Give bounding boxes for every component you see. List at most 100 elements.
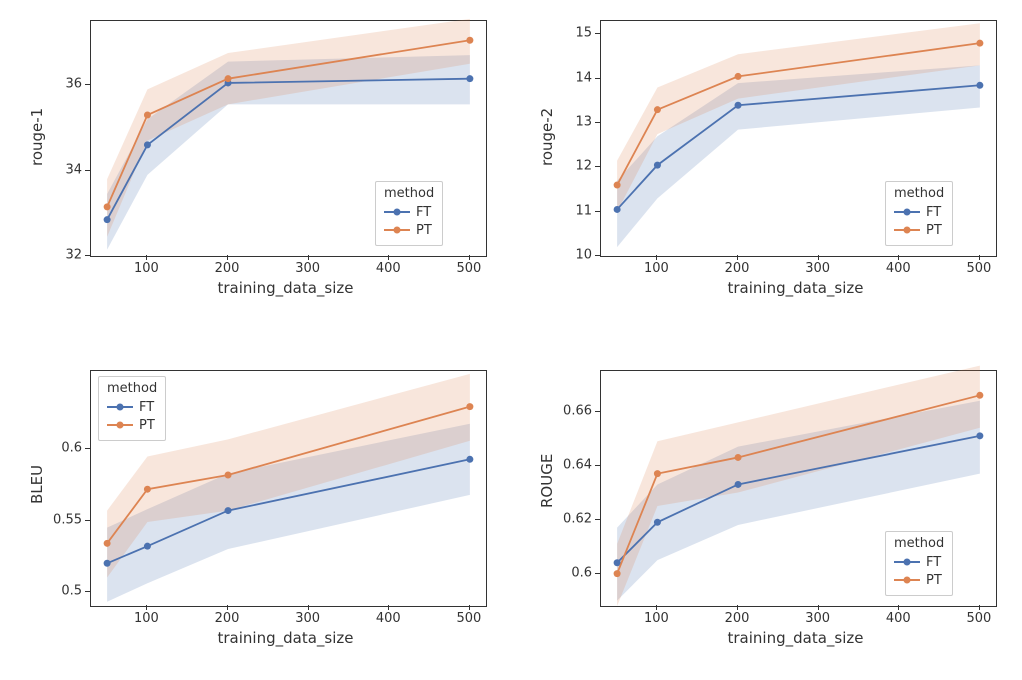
marker-FT (735, 102, 742, 109)
xtick-mark (227, 605, 228, 610)
ylabel-rouge1: rouge-1 (28, 107, 46, 165)
xtick-label: 300 (295, 261, 320, 276)
marker-FT (104, 216, 111, 223)
legend-swatch-PT (107, 418, 133, 432)
xtick-label: 500 (456, 261, 481, 276)
xtick-mark (469, 605, 470, 610)
marker-FT (466, 75, 473, 82)
marker-FT (654, 519, 661, 526)
legend-item-PT: PT (894, 221, 944, 239)
xtick-mark (656, 255, 657, 260)
ylabel-rouge: ROUGE (538, 453, 556, 507)
legend-swatch-FT (894, 555, 920, 569)
xtick-label: 200 (215, 261, 240, 276)
xtick-mark (898, 255, 899, 260)
ytick-label: 0.5 (48, 583, 82, 598)
marker-FT (104, 560, 111, 567)
xtick-mark (818, 605, 819, 610)
marker-PT (104, 203, 111, 210)
ytick-label: 0.6 (558, 565, 592, 580)
legend-item-PT: PT (107, 416, 157, 434)
legend-rouge: method FT PT (885, 531, 953, 596)
marker-PT (735, 73, 742, 80)
legend-rouge2: method FTPT (885, 181, 953, 246)
xlabel-rouge1: training_data_size (218, 279, 354, 297)
ytick-mark (85, 520, 90, 521)
marker-PT (654, 470, 661, 477)
xtick-mark (469, 255, 470, 260)
xtick-label: 200 (215, 611, 240, 626)
xlabel-bleu: training_data_size (218, 629, 354, 647)
xtick-mark (656, 605, 657, 610)
marker-PT (225, 471, 232, 478)
marker-FT (976, 432, 983, 439)
xtick-mark (979, 605, 980, 610)
xtick-label: 500 (456, 611, 481, 626)
figure: 323436100200300400500rouge-1training_dat… (0, 0, 1022, 680)
ytick-label: 14 (558, 70, 592, 85)
xtick-label: 100 (644, 261, 669, 276)
xtick-mark (146, 605, 147, 610)
xtick-label: 100 (134, 611, 159, 626)
marker-PT (976, 40, 983, 47)
marker-PT (104, 540, 111, 547)
ytick-mark (595, 211, 600, 212)
xtick-mark (979, 255, 980, 260)
xtick-label: 100 (644, 611, 669, 626)
marker-PT (144, 486, 151, 493)
ytick-label: 15 (558, 26, 592, 41)
legend-label: FT (139, 400, 154, 415)
ytick-label: 0.66 (558, 403, 592, 418)
ylabel-rouge2: rouge-2 (538, 107, 556, 165)
legend-label: PT (926, 573, 942, 588)
legend-label: FT (926, 205, 941, 220)
marker-PT (614, 570, 621, 577)
marker-PT (654, 106, 661, 113)
xtick-label: 500 (966, 261, 991, 276)
marker-PT (466, 403, 473, 410)
ytick-mark (85, 448, 90, 449)
marker-FT (144, 543, 151, 550)
xtick-label: 300 (805, 261, 830, 276)
ytick-mark (595, 573, 600, 574)
ytick-label: 36 (48, 77, 82, 92)
xtick-label: 100 (134, 261, 159, 276)
marker-PT (144, 112, 151, 119)
legend-label: PT (416, 223, 432, 238)
ytick-mark (85, 255, 90, 256)
xtick-label: 400 (886, 611, 911, 626)
legend-dot (394, 209, 401, 216)
ytick-label: 0.64 (558, 457, 592, 472)
ytick-label: 0.62 (558, 511, 592, 526)
ylabel-bleu: BLEU (28, 464, 46, 503)
legend-title: method (894, 536, 944, 551)
xtick-mark (737, 605, 738, 610)
ytick-label: 0.6 (48, 441, 82, 456)
ytick-label: 11 (558, 203, 592, 218)
xlabel-rouge: training_data_size (728, 629, 864, 647)
ytick-label: 10 (558, 248, 592, 263)
legend-dot (904, 209, 911, 216)
marker-PT (614, 182, 621, 189)
xtick-mark (227, 255, 228, 260)
xtick-mark (388, 255, 389, 260)
xtick-label: 200 (725, 611, 750, 626)
xtick-label: 300 (805, 611, 830, 626)
legend-dot (904, 559, 911, 566)
legend-swatch-PT (894, 223, 920, 237)
legend-item-PT: PT (894, 571, 944, 589)
legend-item-FT: FT (894, 553, 944, 571)
legend-title: method (384, 186, 434, 201)
legend-swatch-FT (894, 205, 920, 219)
legend-swatch-FT (107, 400, 133, 414)
marker-FT (654, 162, 661, 169)
legend-item-FT: FT (384, 203, 434, 221)
xtick-mark (898, 605, 899, 610)
ytick-label: 0.55 (48, 512, 82, 527)
ytick-mark (595, 411, 600, 412)
legend-title: method (894, 186, 944, 201)
legend-dot (117, 422, 124, 429)
xtick-label: 400 (886, 261, 911, 276)
legend-dot (394, 227, 401, 234)
ytick-mark (595, 465, 600, 466)
